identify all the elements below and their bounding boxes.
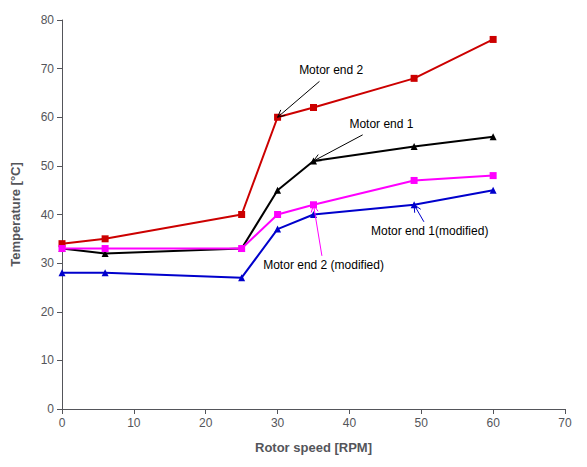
svg-text:40: 40 <box>343 416 357 430</box>
svg-text:10: 10 <box>127 416 141 430</box>
svg-text:70: 70 <box>558 416 572 430</box>
svg-text:60: 60 <box>486 416 500 430</box>
svg-text:60: 60 <box>41 110 55 124</box>
svg-text:80: 80 <box>41 13 55 27</box>
svg-text:Motor end 2: Motor end 2 <box>299 63 363 77</box>
svg-text:50: 50 <box>41 159 55 173</box>
svg-text:20: 20 <box>41 305 55 319</box>
svg-text:Rotor speed [RPM]: Rotor speed [RPM] <box>255 440 372 455</box>
svg-text:Temperature [°C]: Temperature [°C] <box>8 162 23 267</box>
svg-text:0: 0 <box>47 402 54 416</box>
svg-text:30: 30 <box>41 256 55 270</box>
svg-text:40: 40 <box>41 208 55 222</box>
svg-text:0: 0 <box>59 416 66 430</box>
svg-text:20: 20 <box>199 416 213 430</box>
svg-text:50: 50 <box>415 416 429 430</box>
svg-text:Motor end 1(modified): Motor end 1(modified) <box>371 224 488 238</box>
svg-text:Motor end 1: Motor end 1 <box>349 117 413 131</box>
svg-text:70: 70 <box>41 62 55 76</box>
svg-text:Motor end 2 (modified): Motor end 2 (modified) <box>263 258 384 272</box>
svg-text:10: 10 <box>41 353 55 367</box>
svg-text:30: 30 <box>271 416 285 430</box>
